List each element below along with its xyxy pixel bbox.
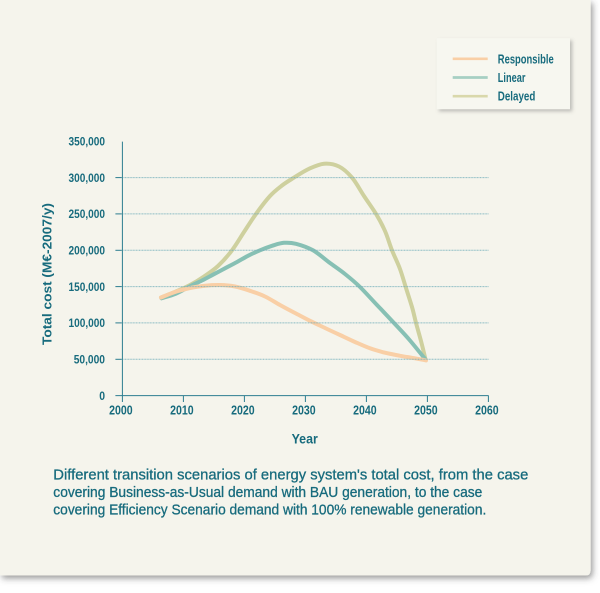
svg-text:200,000: 200,000 [69, 244, 106, 258]
svg-text:covering Business-as-Usual dem: covering Business-as-Usual demand with B… [53, 484, 482, 501]
svg-text:Year: Year [292, 432, 319, 447]
svg-text:covering Efficiency Scenario d: covering Efficiency Scenario demand with… [53, 502, 486, 519]
svg-text:2030: 2030 [292, 403, 316, 418]
svg-text:2040: 2040 [353, 403, 377, 418]
svg-text:2050: 2050 [414, 403, 438, 418]
svg-text:50,000: 50,000 [74, 353, 106, 367]
svg-text:150,000: 150,000 [69, 280, 106, 294]
svg-text:250,000: 250,000 [69, 207, 106, 221]
svg-text:300,000: 300,000 [69, 171, 106, 185]
svg-text:2060: 2060 [475, 403, 499, 418]
svg-text:Different transition scenarios: Different transition scenarios of energy… [53, 467, 528, 484]
svg-text:2020: 2020 [231, 403, 255, 418]
svg-text:Responsible: Responsible [498, 52, 554, 66]
svg-text:2010: 2010 [170, 403, 194, 418]
svg-text:Linear: Linear [498, 71, 526, 85]
svg-text:2000: 2000 [109, 403, 133, 418]
svg-text:350,000: 350,000 [69, 135, 106, 149]
svg-text:0: 0 [99, 389, 105, 403]
svg-text:Total cost (M€-2007/y): Total cost (M€-2007/y) [40, 203, 55, 345]
svg-text:Delayed: Delayed [498, 90, 536, 104]
svg-text:100,000: 100,000 [69, 316, 106, 330]
